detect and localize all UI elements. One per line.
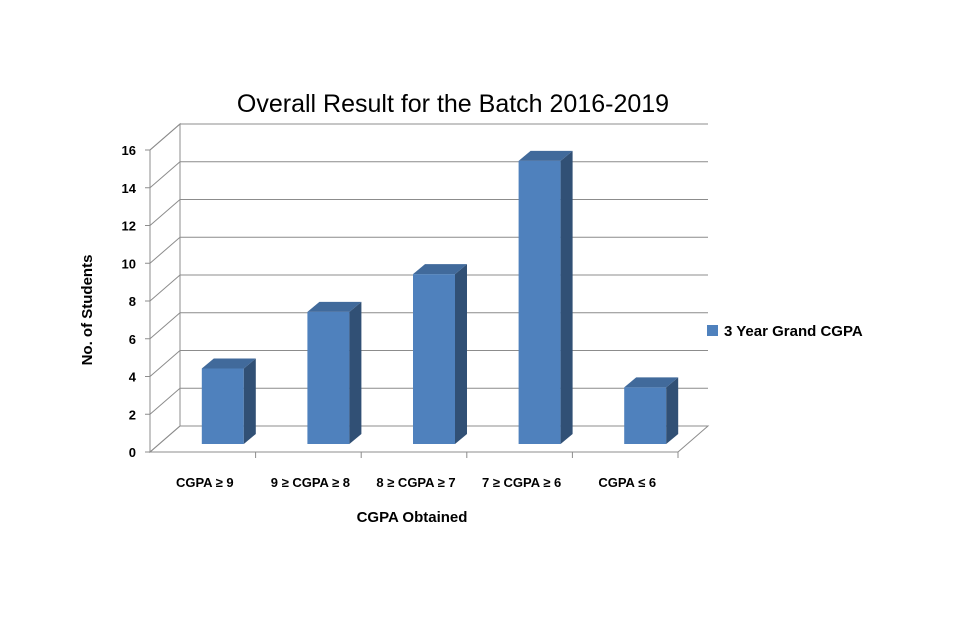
y-axis-ticks: 0 2 4 6 8 10 12 14 16 [122,143,150,460]
y-tick-label: 10 [122,256,136,271]
x-tick-label: 7 ≥ CGPA ≥ 6 [482,475,561,490]
y-tick-label: 12 [122,219,136,234]
x-tick-label: 8 ≥ CGPA ≥ 7 [376,475,455,490]
gridline [149,161,708,189]
bar-top [201,358,256,369]
bar-front [518,160,561,444]
y-tick-label: 16 [122,143,136,158]
bar-side [243,358,256,444]
bar-side [666,377,679,444]
gridline [149,236,708,264]
bar-front [307,311,350,444]
bar-side [455,264,467,444]
x-axis-title: CGPA Obtained [357,509,468,526]
bar [518,150,573,444]
bar-front [624,387,667,444]
gridlines [149,123,708,415]
floor [148,425,710,453]
legend: 3 Year Grand CGPA [707,323,863,340]
bar-top [518,150,573,161]
y-tick-label: 8 [129,294,136,309]
bar-side [560,150,573,444]
bar-top [307,301,362,312]
x-tick-label: 9 ≥ CGPA ≥ 8 [271,475,350,490]
gridline [149,199,708,226]
legend-swatch [707,325,718,336]
y-tick-label: 6 [129,332,136,347]
chart-title: Overall Result for the Batch 2016-2019 [237,90,669,118]
x-tick-label: CGPA ≥ 9 [176,475,234,490]
bar-top [413,264,467,275]
bar-front [201,368,244,444]
x-tick-label: CGPA ≤ 6 [598,475,656,490]
bar-front [413,274,455,444]
y-tick-label: 2 [129,407,136,422]
bar [624,377,679,444]
bar-top [624,377,679,388]
x-axis-ticks: CGPA ≥ 9 9 ≥ CGPA ≥ 8 8 ≥ CGPA ≥ 7 7 ≥ CGPA… [176,452,679,490]
legend-label: 3 Year Grand CGPA [724,323,863,340]
bar [307,301,362,444]
y-axis-title: No. of Students [79,255,96,366]
y-tick-label: 14 [122,181,137,196]
y-tick-label: 0 [129,445,136,460]
bar-side [349,301,362,444]
bar [413,264,467,444]
gridline [149,123,708,151]
bar [201,358,256,444]
bars [201,150,679,444]
y-tick-label: 4 [129,370,137,385]
